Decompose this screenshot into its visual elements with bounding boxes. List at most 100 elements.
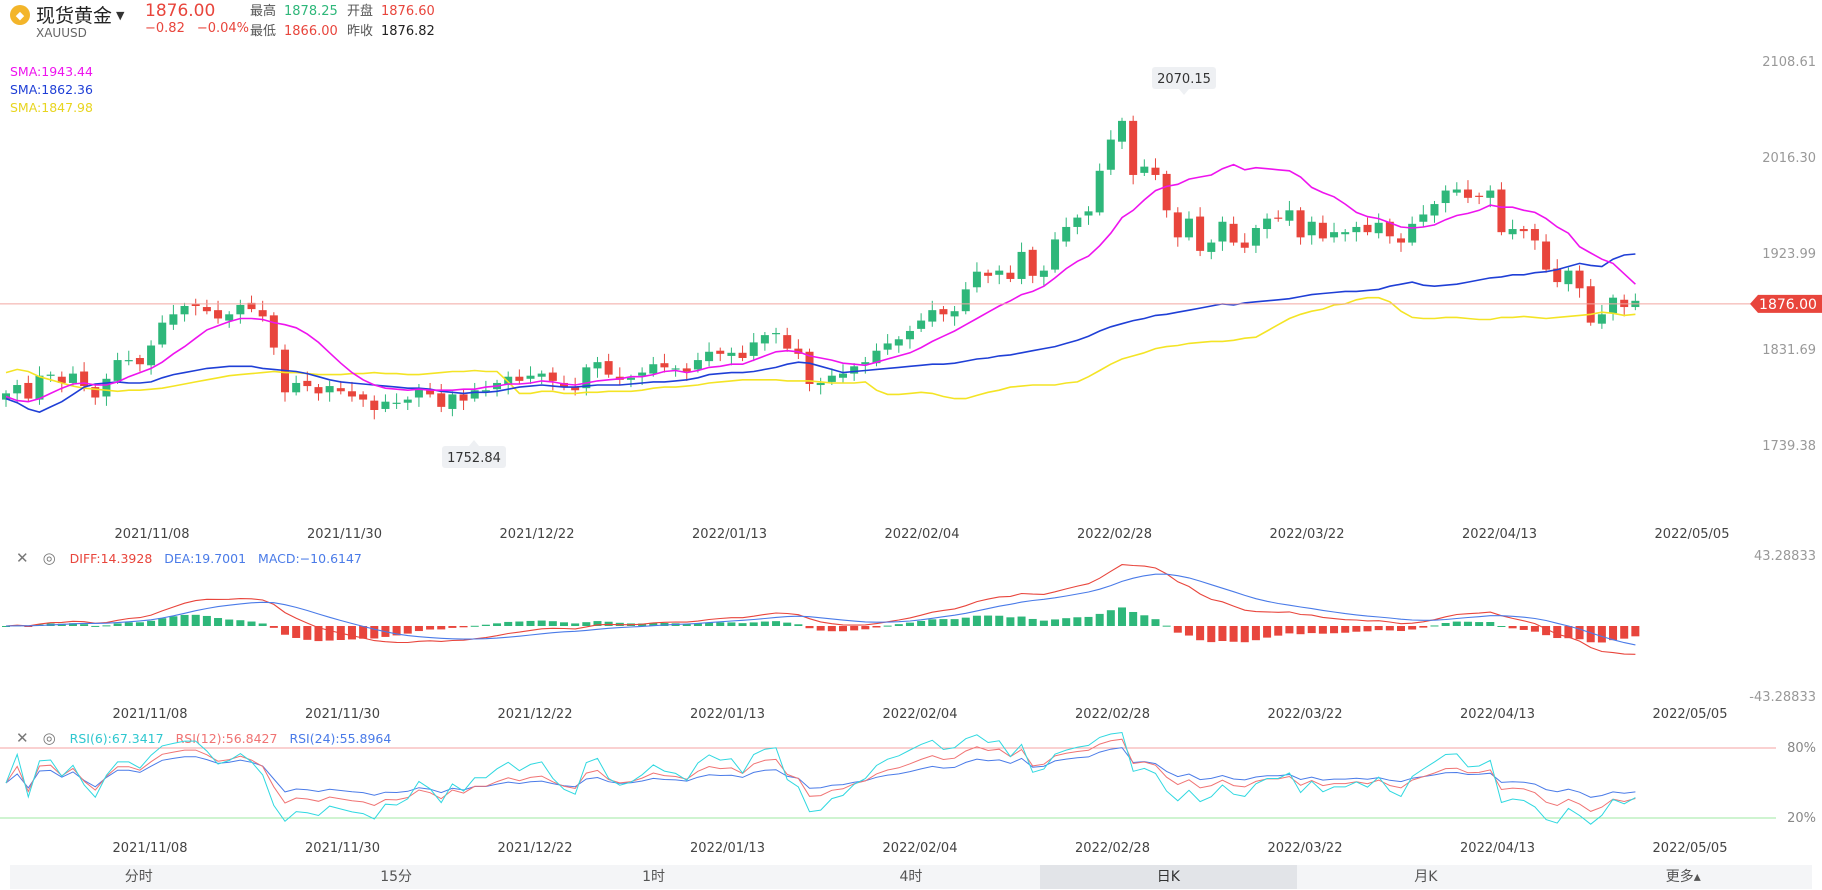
candlestick-chart[interactable]: 2108.61 2016.30 1923.99 1831.69 1739.38 2021/… (0, 55, 1822, 542)
candle-body[interactable] (995, 270, 1004, 275)
tab-4[interactable]: 日K (1039, 865, 1298, 889)
candle-body[interactable] (1352, 226, 1361, 233)
candle-body[interactable] (1296, 210, 1305, 238)
candle-body[interactable] (258, 310, 267, 317)
candle-body[interactable] (1385, 221, 1394, 237)
candle-body[interactable] (147, 345, 156, 366)
candle-body[interactable] (13, 385, 22, 394)
candle-body[interactable] (1497, 189, 1506, 233)
candle-body[interactable] (1564, 270, 1573, 285)
candle-body[interactable] (738, 352, 747, 358)
candle-body[interactable] (839, 373, 847, 378)
candle-body[interactable] (827, 375, 836, 382)
candle-body[interactable] (727, 352, 736, 356)
candle-body[interactable] (626, 377, 635, 380)
symbol-selector[interactable]: 现货黄金 ▼ (36, 1, 124, 28)
candle-body[interactable] (894, 339, 903, 346)
candle-body[interactable] (1397, 238, 1405, 243)
candle-body[interactable] (950, 311, 959, 317)
candle-body[interactable] (582, 367, 591, 389)
settings-icon[interactable]: ◎ (42, 729, 56, 747)
candle-body[interactable] (671, 368, 680, 370)
candle-body[interactable] (1330, 232, 1339, 238)
candle-body[interactable] (1028, 249, 1037, 276)
candle-body[interactable] (124, 360, 133, 362)
candle-body[interactable] (1441, 190, 1450, 204)
candle-body[interactable] (1263, 218, 1272, 230)
candle-body[interactable] (1251, 227, 1260, 246)
candle-body[interactable] (135, 357, 144, 365)
candle-body[interactable] (113, 360, 122, 381)
candle-body[interactable] (1341, 232, 1350, 235)
candle-body[interactable] (24, 382, 33, 399)
candle-body[interactable] (46, 374, 55, 376)
candle-body[interactable] (448, 394, 457, 409)
candle-body[interactable] (1207, 242, 1216, 252)
candle-body[interactable] (961, 289, 970, 312)
candle-body[interactable] (972, 271, 981, 288)
candle-body[interactable] (1475, 195, 1484, 197)
candle-body[interactable] (269, 315, 278, 348)
candle-body[interactable] (571, 387, 580, 391)
candle-body[interactable] (303, 380, 312, 387)
candle-body[interactable] (783, 335, 792, 349)
candle-body[interactable] (191, 303, 200, 306)
candle-body[interactable] (1140, 166, 1149, 173)
candle-body[interactable] (1318, 222, 1327, 239)
candle-body[interactable] (716, 350, 725, 354)
candle-body[interactable] (693, 360, 702, 370)
candle-body[interactable] (1553, 268, 1562, 283)
candle-body[interactable] (872, 350, 881, 364)
candle-body[interactable] (437, 393, 446, 407)
candle-body[interactable] (158, 322, 167, 345)
tab-3[interactable]: 4时 (899, 869, 923, 885)
candle-body[interactable] (1084, 211, 1093, 216)
candle-body[interactable] (1430, 204, 1439, 216)
candle-body[interactable] (403, 399, 412, 403)
candle-body[interactable] (1073, 217, 1082, 227)
candle-body[interactable] (292, 382, 301, 393)
candle-body[interactable] (1006, 272, 1015, 279)
candle-body[interactable] (548, 372, 557, 381)
candle-body[interactable] (883, 343, 892, 350)
candle-body[interactable] (381, 401, 390, 409)
charts-canvas[interactable]: 2108.61 2016.30 1923.99 1831.69 1739.38 2021/… (0, 0, 1822, 862)
candle-body[interactable] (1519, 229, 1528, 232)
candle-body[interactable] (1229, 223, 1238, 243)
candle-body[interactable] (515, 376, 524, 381)
candle-body[interactable] (57, 376, 66, 383)
candle-body[interactable] (1508, 229, 1517, 235)
candle-body[interactable] (1039, 270, 1048, 277)
candle-body[interactable] (459, 394, 468, 401)
candle-body[interactable] (236, 304, 245, 315)
candle-body[interactable] (1609, 297, 1618, 314)
candle-body[interactable] (705, 351, 714, 362)
candle-body[interactable] (560, 382, 568, 388)
candle-body[interactable] (917, 320, 926, 329)
candle-body[interactable] (1408, 223, 1417, 243)
candle-body[interactable] (649, 364, 658, 374)
candle-body[interactable] (1363, 224, 1372, 233)
candle-body[interactable] (984, 272, 993, 276)
candle-body[interactable] (1151, 167, 1160, 175)
candle-body[interactable] (928, 310, 937, 322)
candle-body[interactable] (1575, 270, 1584, 289)
candle-body[interactable] (68, 373, 77, 383)
candle-body[interactable] (347, 391, 356, 397)
candle-body[interactable] (537, 373, 546, 377)
close-icon[interactable]: ✕ (16, 549, 29, 567)
candle-body[interactable] (470, 390, 479, 399)
candle-body[interactable] (426, 390, 435, 395)
rsi-chart[interactable]: 80% 20% 2021/11/08 2021/11/30 2021/12/22 2022… (0, 731, 1816, 857)
candle-body[interactable] (359, 394, 368, 400)
candle-body[interactable] (1452, 189, 1461, 193)
candle-body[interactable] (2, 393, 10, 400)
candle-body[interactable] (169, 314, 178, 325)
candle-body[interactable] (202, 307, 211, 312)
candle-body[interactable] (35, 375, 44, 400)
candle-body[interactable] (225, 314, 234, 321)
candle-body[interactable] (314, 387, 323, 394)
candle-body[interactable] (1162, 173, 1171, 211)
candle-body[interactable] (392, 402, 401, 404)
close-icon[interactable]: ✕ (16, 729, 29, 747)
